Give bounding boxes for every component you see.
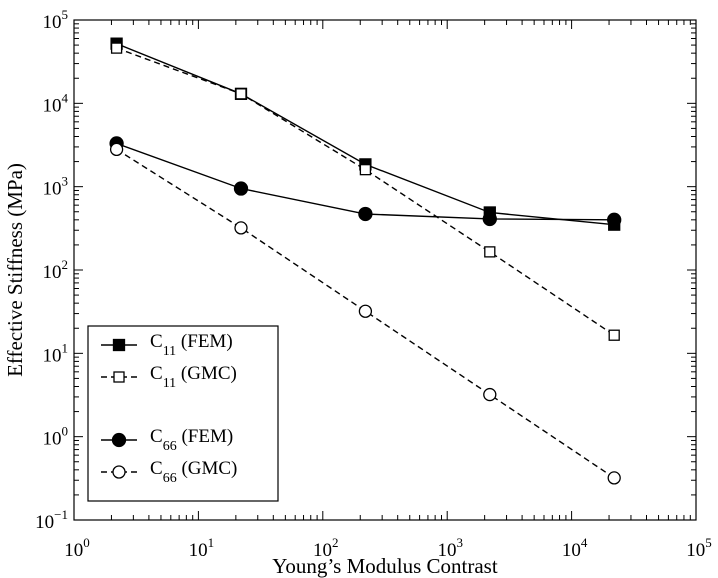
legend-label: C66 (GMC) [150,458,237,486]
y-tick-label: 101 [43,340,69,366]
data-point [234,221,248,235]
legend-entry: C11 (GMC) [101,363,237,391]
axis-ticks [73,19,697,521]
x-axis-title: Young’s Modulus Contrast [272,554,498,578]
legend-label: C11 (FEM) [150,331,233,359]
data-point [109,142,124,157]
data-point [358,304,373,318]
legend-label: C11 (GMC) [150,363,237,391]
legend-marker [112,338,126,352]
x-tick-label: 101 [189,535,215,561]
y-tick-label: 103 [43,174,69,200]
data-point [358,206,373,222]
legend-entry: C66 (GMC) [101,458,237,486]
y-tick-label: 100 [43,424,69,450]
data-point [607,212,622,227]
y-tick-label: 102 [43,257,69,283]
data-point [482,211,497,227]
x-tick-label: 102 [313,535,339,561]
series-2 [110,42,620,341]
y-tick-label: 105 [43,7,69,33]
x-tick-label: 103 [437,535,463,561]
legend-entry: C66 (FEM) [101,426,233,454]
y-tick-labels: 10−1 100 101 102 103 104 105 [35,7,68,533]
series-group [109,37,622,485]
x-tick-label: 104 [562,535,588,561]
data-point [233,181,249,196]
y-tick-label: 10−1 [35,507,68,533]
x-tick-label: 100 [64,535,90,561]
x-tick-label: 105 [686,535,712,561]
legend-marker [112,465,126,479]
data-point [235,88,247,100]
y-axis-title: Effective Stiffness (MPa) [3,163,27,377]
data-point [483,387,497,402]
data-point [608,329,620,341]
series-4 [109,142,621,485]
legend-marker [113,371,125,383]
legend-marker [111,432,127,448]
series-3 [109,136,622,227]
legend-entry: C11 (FEM) [101,331,233,359]
x-tick-labels: 100 101 102 103 104 105 [64,535,712,561]
data-point [359,164,372,176]
data-point [484,246,496,258]
legend-label: C66 (FEM) [150,426,233,454]
data-point [110,42,123,54]
data-point [607,471,621,485]
y-tick-label: 104 [43,90,69,116]
plot-frame [73,19,697,521]
legend: C11 (FEM) C11 (GMC) C66 (FEM) C66 (GMC) [87,325,279,502]
